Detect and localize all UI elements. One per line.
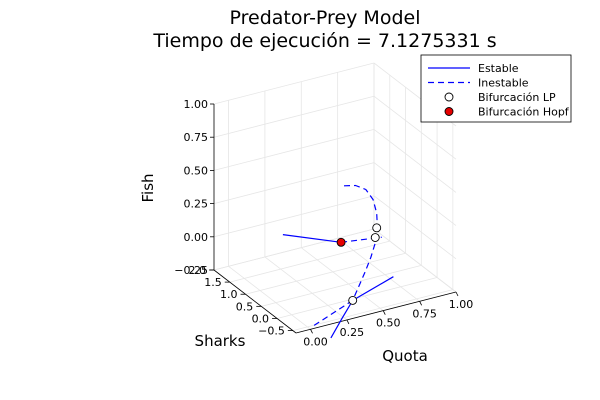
series-layer bbox=[282, 184, 394, 339]
grid-line-z bbox=[213, 62, 375, 105]
x-tick-mark bbox=[346, 319, 350, 325]
z-tick-label: −0.25 bbox=[174, 264, 208, 277]
x-tick-mark bbox=[455, 291, 459, 297]
x-tick-mark bbox=[419, 301, 422, 306]
y-tick-label: 1.0 bbox=[220, 288, 238, 301]
lp-bifurcation-marker bbox=[372, 223, 382, 233]
x-tick-mark bbox=[382, 310, 386, 315]
chart-title: Predator-Prey Model bbox=[230, 7, 421, 29]
grid-line-z bbox=[373, 95, 457, 160]
grid-line-x bbox=[301, 247, 384, 311]
grid-line-z bbox=[213, 95, 375, 138]
x-tick-label: 0.25 bbox=[340, 326, 365, 339]
grid-line-z bbox=[213, 129, 375, 171]
tick-labels: 0.00 0.25 0.50 0.75 1.00 −0.50.00.51.01.52.0−… bbox=[174, 98, 473, 348]
y-tick-label: 0.0 bbox=[252, 312, 270, 325]
x-tick-label: 0.00 bbox=[303, 335, 328, 348]
unstable-branch-2 bbox=[343, 184, 378, 301]
stable-branch-5 bbox=[330, 300, 354, 339]
z-tick-label: 0.25 bbox=[184, 198, 209, 211]
unstable-branch-4 bbox=[311, 299, 354, 328]
x-axis-label: Quota bbox=[382, 347, 428, 365]
legend-swatch-marker bbox=[444, 92, 454, 102]
z-tick-label: 1.00 bbox=[184, 98, 209, 111]
x-tick-label: 0.75 bbox=[412, 307, 437, 320]
z-axis-label: Fish bbox=[139, 173, 157, 202]
grid-line-x bbox=[264, 256, 348, 321]
y-tick-label: 1.5 bbox=[204, 276, 222, 289]
lp-bifurcation-marker bbox=[370, 233, 380, 242]
hopf-bifurcation-marker bbox=[336, 237, 346, 247]
grid-line-y bbox=[261, 264, 422, 307]
grid-line-x bbox=[337, 238, 420, 302]
chart-subtitle: Tiempo de ejecución = 7.1275331 s bbox=[152, 30, 496, 52]
y-tick-label: 2.0 bbox=[189, 264, 207, 277]
lp-bifurcation-marker bbox=[348, 295, 358, 305]
grid-line-y bbox=[229, 240, 390, 283]
x-tick-label: 1.00 bbox=[449, 298, 474, 311]
legend-label: Estable bbox=[478, 62, 519, 75]
grid-line-x bbox=[228, 265, 311, 330]
z-tick-label: 0.75 bbox=[184, 131, 209, 144]
legend-label: Bifurcación Hopf bbox=[478, 106, 570, 119]
grid-line-z bbox=[213, 228, 375, 271]
stable-branch-0 bbox=[282, 234, 342, 243]
grid-layer bbox=[213, 62, 457, 331]
x-tick-label: 0.50 bbox=[376, 317, 401, 330]
grid-line-z bbox=[373, 162, 457, 226]
legend-label: Inestable bbox=[478, 77, 529, 90]
legend-label: Bifurcación LP bbox=[478, 91, 556, 104]
legend-swatch-marker bbox=[444, 107, 454, 116]
x-tick-mark bbox=[310, 329, 313, 334]
stable-branch-3 bbox=[352, 276, 394, 301]
grid-line-z bbox=[213, 162, 375, 204]
x-axis-line bbox=[295, 291, 457, 334]
grid-line-z bbox=[213, 195, 375, 238]
grid-line-y bbox=[245, 252, 406, 295]
grid-line-y bbox=[292, 289, 453, 331]
y-axis-label: Sharks bbox=[195, 332, 246, 350]
grid-line-z bbox=[373, 195, 457, 260]
marker-layer bbox=[336, 223, 382, 305]
grid-line-z bbox=[373, 129, 457, 193]
y-tick-label: 0.5 bbox=[236, 300, 254, 313]
z-tick-label: 0.50 bbox=[184, 164, 209, 177]
grid-line-z bbox=[373, 228, 457, 293]
axes-frame bbox=[209, 103, 459, 334]
y-axis-line bbox=[213, 269, 297, 334]
z-tick-label: 0.00 bbox=[184, 231, 209, 244]
y-tick-label: −0.5 bbox=[258, 325, 285, 338]
